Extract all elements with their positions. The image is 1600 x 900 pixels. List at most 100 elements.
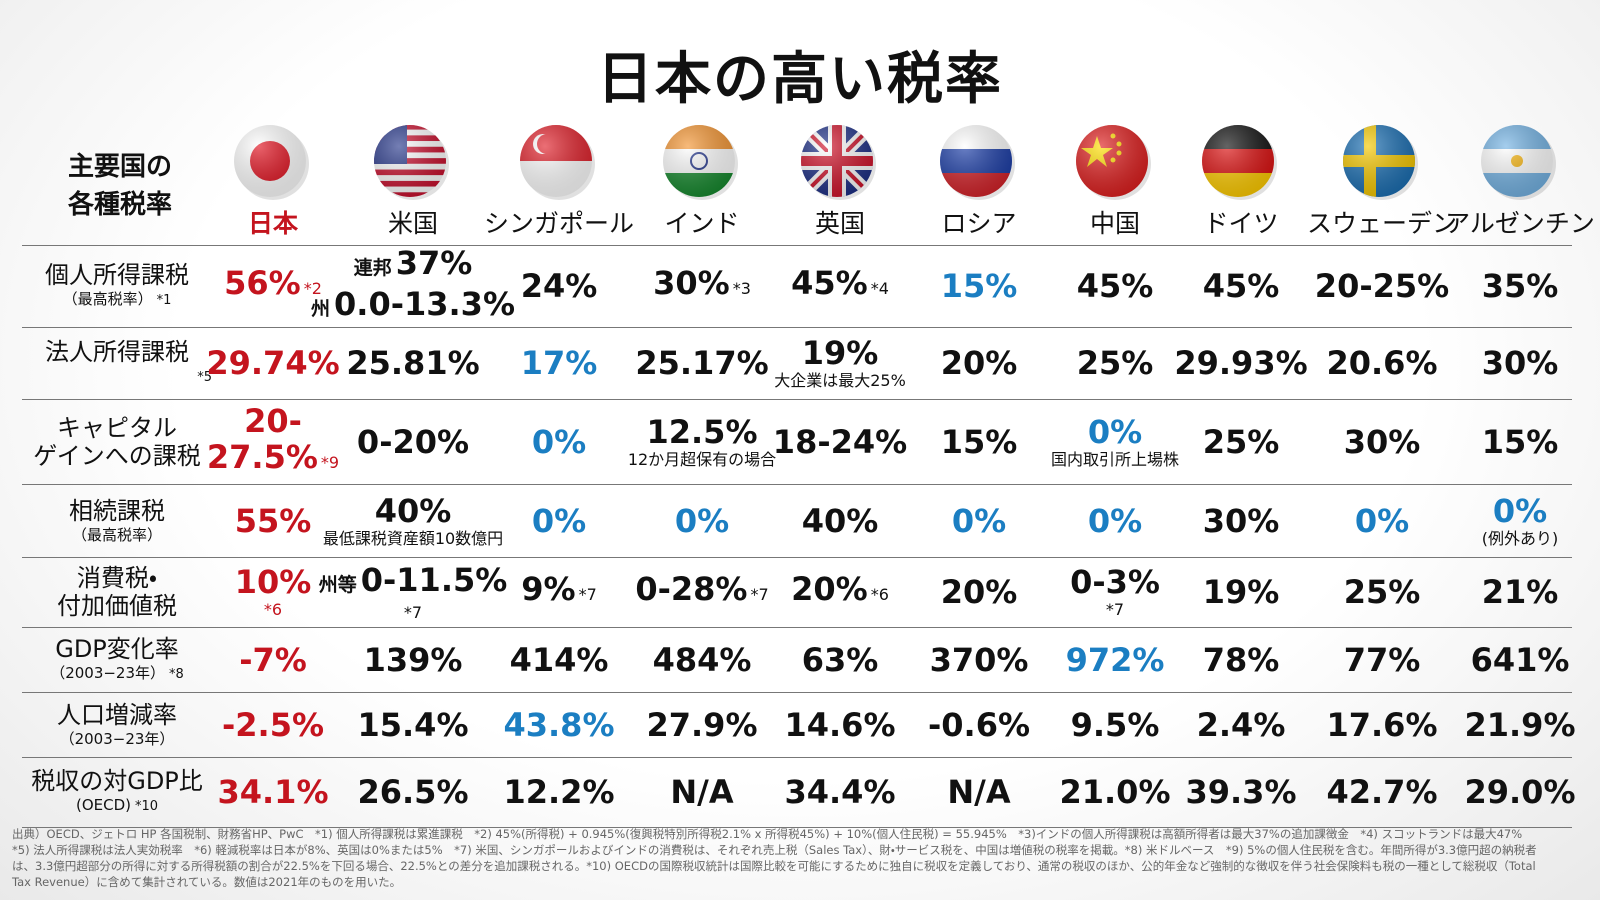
cell-note: *7 [578, 585, 597, 604]
cell-line: 45% [1077, 268, 1154, 304]
cell: 21% [1445, 557, 1595, 627]
cell-value: 43.8% [503, 705, 615, 744]
cell: 20- 27.5% *9 [198, 399, 348, 484]
cell-line: 15% [941, 424, 1018, 460]
cell-line: 641% [1471, 642, 1570, 678]
cell-line: 29.74% [206, 345, 339, 381]
cell: 77% [1307, 627, 1457, 692]
cell-value: 25% [1343, 573, 1421, 611]
row-separator [22, 557, 1572, 558]
cell: 25% [1307, 557, 1457, 627]
header-label-line: 各種税率 [67, 190, 172, 220]
cell-value: 20.6% [1326, 344, 1438, 382]
cell-line: 0% [1355, 503, 1409, 539]
cell-line: 20- [244, 403, 302, 439]
cell: N/A [904, 757, 1054, 827]
row-label-sub-text: （2003−23年） [50, 663, 166, 682]
country-name: アルゼンチン [1445, 209, 1595, 238]
cell-line: 0% [1493, 493, 1547, 529]
cell: 39.3% [1166, 757, 1316, 827]
cell-line: 55% [235, 503, 312, 539]
cell-line: 15.4% [357, 707, 468, 743]
cell-value: 15.4% [357, 705, 469, 744]
cell-note: *9 [320, 452, 340, 472]
cell-value: 484% [652, 640, 752, 679]
cell-value: -2.5% [221, 705, 325, 744]
cell-line: 35% [1482, 268, 1559, 304]
cell-value: 29.93% [1174, 344, 1308, 382]
cell-prefix: 州 [311, 298, 331, 320]
cell: 30% [1445, 327, 1595, 399]
cell-value: 414% [509, 640, 609, 679]
cell-line: 15% [941, 268, 1018, 304]
cell: 0% [484, 484, 634, 557]
cell: 0-3% *7 [1040, 557, 1190, 627]
country-name: ロシア [941, 209, 1017, 238]
row-label: 人口増減率 （2003−23年） [22, 692, 212, 757]
cell-sub: 国内取引所上場株 [1050, 449, 1179, 469]
row-separator [22, 245, 1572, 246]
cell-value: 0% [1087, 412, 1143, 451]
cell-value: 972% [1065, 640, 1165, 679]
cell-value: 14.6% [784, 705, 896, 744]
cell: 9% *7 [484, 557, 634, 627]
row-separator [22, 484, 1572, 485]
cell-value: 139% [363, 640, 463, 679]
row-label-sub: *5 [193, 366, 212, 388]
cell-line: 25% [1077, 345, 1154, 381]
row-label: 税収の対GDP比 (OECD) *10 [22, 757, 212, 827]
row-label-note: *10 [134, 799, 159, 814]
cell-value: 641% [1470, 640, 1570, 679]
cell-line: 42.7% [1326, 774, 1437, 810]
cell-value: 20-25% [1314, 267, 1450, 305]
cell-line: 20-25% [1315, 268, 1449, 304]
flag [520, 125, 595, 200]
row-label-note: *8 [169, 666, 184, 682]
row-label-sub: （2003−23年） *8 [50, 663, 184, 685]
cell: 25.81% [338, 327, 488, 399]
cell-value: 42.7% [1326, 773, 1438, 811]
cell: 40% [765, 484, 915, 557]
cell-value: 0% [951, 501, 1007, 540]
cell-line: 19% [1203, 574, 1280, 610]
cell-line: 972% [1066, 642, 1165, 678]
cell-value: 0% [1354, 501, 1410, 540]
cell: 20-25% [1307, 245, 1457, 327]
row-label-note: *5 [197, 370, 212, 385]
row-label: 個人所得課税 （最高税率） *1 [22, 245, 212, 327]
cell: 18-24% [765, 399, 915, 484]
cell: 0% 国内取引所上場株 [1040, 399, 1190, 484]
cell-value: 20% [940, 573, 1018, 611]
cell-line: 43.8% [503, 707, 614, 743]
row-label-sub: （2003−23年） [60, 729, 175, 749]
cell-line: 州 0.0-13.3% [311, 286, 515, 327]
cell-value: 0% [531, 501, 587, 540]
footnote: 出典）OECD、ジェトロ HP 各国税制、財務省HP、PwC *1) 個人所得課… [12, 827, 1537, 889]
row-label-title: ゲインへの課税 [33, 441, 201, 470]
cell-value: 370% [929, 640, 1029, 679]
cell: 45% [1040, 245, 1190, 327]
row-label-title: GDP変化率 [55, 634, 179, 663]
cell: 0% [1040, 484, 1190, 557]
cell: 78% [1166, 627, 1316, 692]
header-label-line: 主要国の [67, 152, 172, 182]
cell-value: 0-11.5% [360, 560, 508, 599]
cell-line: 370% [930, 642, 1029, 678]
cell-line: 27.9% [646, 707, 757, 743]
cell: 0% [904, 484, 1054, 557]
cell-line: 63% [802, 642, 879, 678]
cell: 15% [904, 245, 1054, 327]
cell-line: 19% [802, 335, 879, 371]
cell-line: 25.81% [346, 345, 479, 381]
cell-line: 15% [1482, 424, 1559, 460]
cell-value: 17.6% [1326, 705, 1438, 744]
cell: 0% [484, 399, 634, 484]
country-name: スウェーデン [1306, 209, 1457, 238]
cell: 35% [1445, 245, 1595, 327]
cell: 45% [1166, 245, 1316, 327]
cell-value: 25.17% [635, 344, 769, 382]
cell-line: 17% [521, 345, 598, 381]
cell-value: 26.5% [357, 773, 469, 811]
cell-value: 77% [1343, 640, 1421, 679]
cell-value: 15% [1481, 422, 1559, 461]
